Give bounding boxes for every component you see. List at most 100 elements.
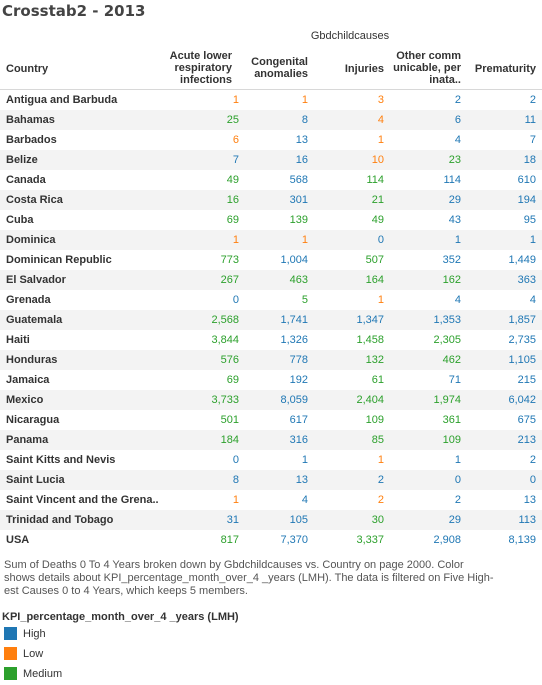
- table-cell: 13: [295, 474, 308, 486]
- table-cell: 61: [371, 374, 384, 386]
- table-cell: 105: [289, 514, 308, 526]
- table-cell: 213: [517, 434, 536, 446]
- table-cell: 113: [518, 514, 536, 526]
- table-cell: 7: [529, 134, 536, 146]
- table-cell: 132: [365, 354, 384, 366]
- chart-caption: Sum of Deaths 0 To 4 Years broken down b…: [4, 559, 494, 597]
- table-row: Antigua and Barbuda 1 1 3 2 2: [0, 90, 542, 110]
- row-country-label: Guatemala: [6, 314, 63, 326]
- table-cell: 352: [442, 254, 461, 266]
- table-cell: 1: [529, 234, 536, 246]
- table-cell: 8: [301, 114, 308, 126]
- table-cell: 301: [289, 194, 308, 206]
- table-cell: 13: [523, 494, 536, 506]
- table-cell: 139: [289, 214, 308, 226]
- table-cell: 2,305: [433, 334, 461, 346]
- table-row: Barbados 6 13 1 4 7: [0, 130, 542, 150]
- row-country-label: Honduras: [6, 354, 58, 366]
- table-cell: 1: [301, 454, 308, 466]
- table-cell: 11: [524, 114, 536, 126]
- table-cell: 675: [517, 414, 536, 426]
- table-row: Panama 184 316 85 109 213: [0, 430, 542, 450]
- table-cell: 4: [454, 294, 461, 306]
- table-cell: 1,458: [356, 334, 384, 346]
- table-cell: 610: [517, 174, 536, 186]
- table-row: Costa Rica 16 301 21 29 194: [0, 190, 542, 210]
- table-cell: 4: [301, 494, 308, 506]
- table-cell: 0: [377, 234, 384, 246]
- table-cell: 6: [232, 134, 239, 146]
- table-row: Mexico 3,733 8,059 2,404 1,974 6,042: [0, 390, 542, 410]
- table-cell: 2: [377, 494, 384, 506]
- table-cell: 1: [454, 234, 461, 246]
- table-cell: 16: [226, 194, 239, 206]
- table-cell: 0: [529, 474, 536, 486]
- table-cell: 25: [226, 114, 239, 126]
- col-header-prematurity: Prematurity: [474, 63, 536, 75]
- table-cell: 3,337: [356, 534, 384, 546]
- col-header-congenital-anomalies: Congenital anomalies: [251, 56, 308, 80]
- table-row: Cuba 69 139 49 43 95: [0, 210, 542, 230]
- header-divider: [0, 89, 542, 90]
- col-header-other-communicable: Other comm unicable, per inata..: [393, 50, 461, 86]
- table-cell: 164: [365, 274, 384, 286]
- table-row: Honduras 576 778 132 462 1,105: [0, 350, 542, 370]
- table-cell: 1: [232, 94, 239, 106]
- table-row: Saint Vincent and the Grena.. 1 4 2 2 13: [0, 490, 542, 510]
- table-cell: 69: [226, 214, 239, 226]
- table-cell: 21: [371, 194, 384, 206]
- table-cell: 4: [529, 294, 536, 306]
- table-cell: 1: [377, 294, 384, 306]
- table-cell: 568: [289, 174, 308, 186]
- table-cell: 1,347: [356, 314, 384, 326]
- table-cell: 1,353: [433, 314, 461, 326]
- row-country-label: Bahamas: [6, 114, 55, 126]
- table-cell: 1,105: [508, 354, 536, 366]
- row-country-label: Canada: [6, 174, 46, 186]
- table-cell: 215: [517, 374, 536, 386]
- row-country-label: Costa Rica: [6, 194, 63, 206]
- table-cell: 184: [220, 434, 239, 446]
- table-cell: 5: [301, 294, 308, 306]
- legend-label: High: [23, 628, 46, 640]
- table-cell: 1: [377, 454, 384, 466]
- table-cell: 267: [220, 274, 239, 286]
- row-header-country: Country: [6, 63, 49, 75]
- table-cell: 1: [301, 94, 308, 106]
- row-country-label: El Salvador: [6, 274, 66, 286]
- row-country-label: Mexico: [6, 394, 44, 406]
- table-cell: 18: [523, 154, 536, 166]
- table-cell: 2: [529, 94, 536, 106]
- table-cell: 10: [371, 154, 384, 166]
- table-row: Dominican Republic 773 1,004 507 352 1,449: [0, 250, 542, 270]
- table-cell: 7: [232, 154, 239, 166]
- table-cell: 49: [371, 214, 384, 226]
- table-cell: 8,139: [508, 534, 536, 546]
- table-cell: 109: [365, 414, 384, 426]
- table-cell: 2: [454, 494, 461, 506]
- table-cell: 1,974: [433, 394, 461, 406]
- table-cell: 316: [289, 434, 308, 446]
- table-cell: 3,844: [211, 334, 239, 346]
- table-cell: 1: [232, 494, 239, 506]
- column-group-header: Gbdchildcauses: [310, 30, 390, 42]
- page-title: Crosstab2 - 2013: [2, 2, 146, 20]
- table-cell: 1: [232, 234, 239, 246]
- table-cell: 192: [289, 374, 308, 386]
- table-cell: 817: [220, 534, 239, 546]
- table-cell: 114: [366, 174, 384, 186]
- table-cell: 85: [371, 434, 384, 446]
- row-country-label: Panama: [6, 434, 49, 446]
- table-cell: 4: [454, 134, 461, 146]
- table-cell: 23: [448, 154, 461, 166]
- row-country-label: Dominican Republic: [6, 254, 112, 266]
- row-country-label: Saint Vincent and the Grena..: [6, 494, 159, 506]
- table-cell: 2,568: [211, 314, 239, 326]
- col-header-acute-lower-respiratory: Acute lower respiratory infections: [169, 50, 232, 86]
- table-row: Haiti 3,844 1,326 1,458 2,305 2,735: [0, 330, 542, 350]
- table-row: Belize 7 16 10 23 18: [0, 150, 542, 170]
- table-cell: 1,326: [280, 334, 308, 346]
- table-row: Canada 49 568 114 114 610: [0, 170, 542, 190]
- table-cell: 71: [448, 374, 461, 386]
- row-country-label: Trinidad and Tobago: [6, 514, 114, 526]
